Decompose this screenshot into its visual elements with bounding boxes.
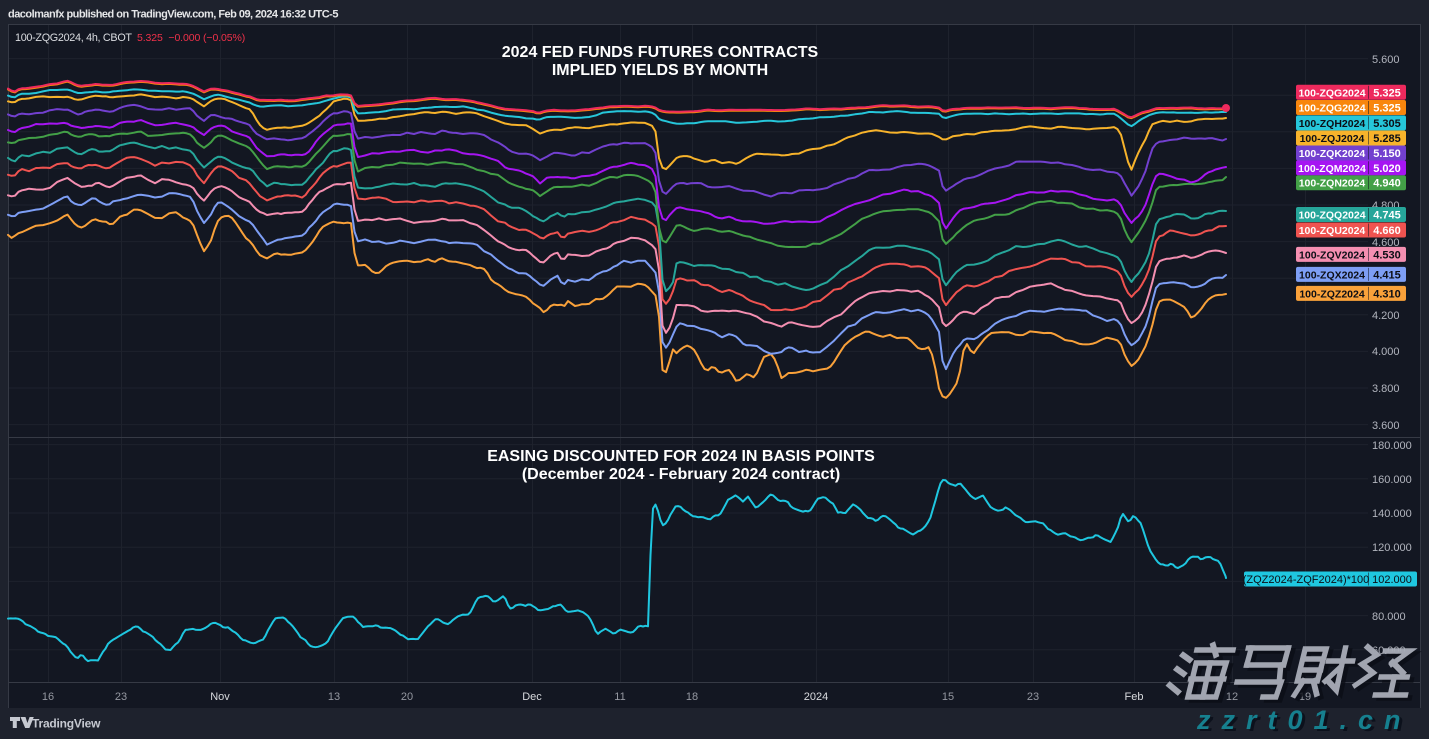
svg-text:18: 18 — [686, 691, 698, 703]
svg-text:100-ZQQ2024: 100-ZQQ2024 — [1298, 210, 1365, 222]
svg-text:3.600: 3.600 — [1372, 420, 1400, 432]
svg-text:100-ZQH2024: 100-ZQH2024 — [1299, 118, 1366, 130]
svg-text:100-ZQJ2024: 100-ZQJ2024 — [1300, 133, 1365, 145]
svg-text:TradingView: TradingView — [32, 717, 101, 731]
svg-text:100-ZQN2024: 100-ZQN2024 — [1299, 178, 1366, 190]
svg-text:(ZQZ2024-ZQF2024)*100: (ZQZ2024-ZQF2024)*100 — [1243, 574, 1370, 586]
svg-text:2024 FED FUNDS FUTURES CONTRAC: 2024 FED FUNDS FUTURES CONTRACTS — [502, 44, 819, 61]
svg-text:4.530: 4.530 — [1373, 249, 1401, 261]
svg-text:(December 2024 - February 2024: (December 2024 - February 2024 contract) — [522, 466, 840, 483]
svg-text:EASING DISCOUNTED FOR 2024 IN: EASING DISCOUNTED FOR 2024 IN BASIS POIN… — [487, 448, 875, 465]
svg-text:100-ZQG2024, 4h, CBOT: 100-ZQG2024, 4h, CBOT — [15, 32, 132, 44]
svg-text:100-ZQM2024: 100-ZQM2024 — [1298, 163, 1366, 175]
svg-text:zzrt01.cn: zzrt01.cn — [1196, 705, 1412, 735]
svg-text:IMPLIED YIELDS BY MONTH: IMPLIED YIELDS BY MONTH — [552, 62, 768, 79]
svg-text:140.000: 140.000 — [1372, 508, 1412, 520]
svg-text:160.000: 160.000 — [1372, 474, 1412, 486]
svg-text:16: 16 — [42, 691, 54, 703]
svg-text:100-ZQG2024: 100-ZQG2024 — [1298, 87, 1365, 99]
svg-text:5.600: 5.600 — [1372, 54, 1400, 66]
svg-text:5.325: 5.325 — [1373, 103, 1401, 115]
svg-text:100-ZQU2024: 100-ZQU2024 — [1299, 225, 1366, 237]
svg-text:2024: 2024 — [804, 691, 828, 703]
svg-text:5.325 −0.000 (−0.05%): 5.325 −0.000 (−0.05%) — [137, 32, 245, 44]
svg-text:120.000: 120.000 — [1372, 542, 1412, 554]
svg-text:dacolmanfx published on Tradin: dacolmanfx published on TradingView.com,… — [8, 9, 338, 21]
svg-text:23: 23 — [115, 691, 127, 703]
svg-text:15: 15 — [942, 691, 954, 703]
svg-text:12: 12 — [1226, 691, 1238, 703]
svg-text:Nov: Nov — [210, 691, 230, 703]
svg-text:4.415: 4.415 — [1373, 269, 1401, 281]
svg-text:23: 23 — [1027, 691, 1039, 703]
svg-text:4.600: 4.600 — [1372, 237, 1400, 249]
svg-text:4.745: 4.745 — [1373, 210, 1401, 222]
svg-text:11: 11 — [614, 691, 625, 703]
svg-text:4.660: 4.660 — [1373, 225, 1401, 237]
svg-text:5.285: 5.285 — [1373, 133, 1401, 145]
svg-text:4.000: 4.000 — [1372, 346, 1400, 358]
svg-text:100-ZQZ2024: 100-ZQZ2024 — [1299, 288, 1365, 300]
svg-text:100-ZQV2024: 100-ZQV2024 — [1299, 249, 1365, 261]
svg-text:4.940: 4.940 — [1373, 178, 1401, 190]
svg-text:20: 20 — [401, 691, 413, 703]
svg-text:5.305: 5.305 — [1373, 118, 1401, 130]
svg-text:102.000: 102.000 — [1372, 574, 1412, 586]
svg-text:4.310: 4.310 — [1373, 288, 1401, 300]
svg-text:180.000: 180.000 — [1372, 440, 1412, 452]
svg-text:5.325: 5.325 — [1373, 87, 1401, 99]
svg-text:4.200: 4.200 — [1372, 310, 1400, 322]
svg-text:80.000: 80.000 — [1372, 611, 1406, 623]
svg-text:100-ZQG2024: 100-ZQG2024 — [1298, 103, 1365, 115]
svg-text:Feb: Feb — [1125, 691, 1144, 703]
svg-text:5.150: 5.150 — [1373, 148, 1401, 160]
svg-text:100-ZQK2024: 100-ZQK2024 — [1299, 148, 1366, 160]
svg-text:100-ZQX2024: 100-ZQX2024 — [1299, 269, 1365, 281]
svg-text:Dec: Dec — [522, 691, 542, 703]
svg-text:zzrt01.cn: zzrt01.cn — [1199, 707, 1415, 737]
svg-text:13: 13 — [328, 691, 340, 703]
svg-text:5.020: 5.020 — [1373, 163, 1401, 175]
svg-text:3.800: 3.800 — [1372, 383, 1400, 395]
